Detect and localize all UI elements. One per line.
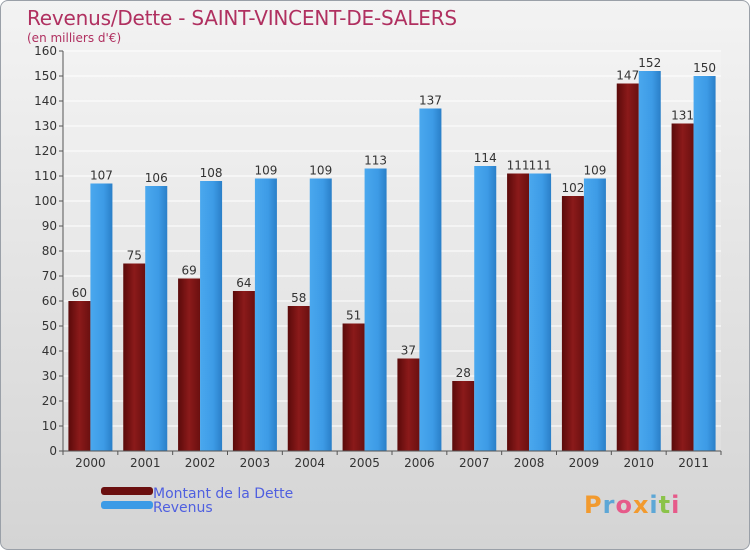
y-tick-label: 60	[42, 294, 57, 308]
data-label: 108	[200, 166, 223, 180]
x-tick-label: 2003	[240, 456, 271, 470]
data-label: 113	[364, 154, 387, 168]
proxiti-logo: Proxiti	[584, 491, 681, 519]
data-label: 102	[561, 181, 584, 195]
data-label: 109	[254, 164, 277, 178]
data-label: 75	[127, 249, 142, 263]
bar-dette	[68, 301, 91, 451]
data-label: 64	[236, 276, 251, 290]
y-tick-label: 30	[42, 369, 57, 383]
chart-subtitle: (en milliers d'€)	[27, 31, 122, 45]
data-label: 60	[72, 286, 87, 300]
bar-revenus	[583, 178, 606, 451]
bar-revenus	[638, 71, 661, 451]
y-tick-label: 0	[49, 444, 57, 458]
x-tick-label: 2008	[514, 456, 545, 470]
legend-item-revenus: Revenus	[101, 501, 293, 515]
x-tick-label: 2010	[623, 456, 654, 470]
legend: Montant de la Dette Revenus	[101, 487, 293, 515]
y-tick-label: 40	[42, 344, 57, 358]
bar-revenus	[419, 108, 442, 451]
data-label: 137	[419, 94, 442, 108]
data-label: 109	[309, 164, 332, 178]
y-tick-label: 20	[42, 394, 57, 408]
bar-revenus	[309, 178, 332, 451]
x-tick-label: 2007	[459, 456, 490, 470]
bar-dette	[507, 173, 530, 451]
x-tick-label: 2001	[130, 456, 161, 470]
y-tick-label: 90	[42, 219, 57, 233]
bar-dette	[452, 381, 475, 451]
x-tick-label: 2006	[404, 456, 435, 470]
data-label: 37	[401, 344, 416, 358]
y-tick-label: 10	[42, 419, 57, 433]
y-tick-label: 110	[34, 169, 57, 183]
legend-label-revenus: Revenus	[153, 500, 213, 516]
bar-dette	[232, 291, 255, 451]
data-label: 109	[583, 164, 606, 178]
data-label: 150	[693, 61, 716, 75]
x-tick-label: 2009	[569, 456, 600, 470]
bar-revenus	[364, 168, 387, 451]
legend-swatch-dette	[101, 487, 153, 495]
bar-dette	[123, 263, 146, 451]
x-tick-label: 2000	[75, 456, 106, 470]
bar-dette	[178, 278, 201, 451]
bar-revenus	[254, 178, 277, 451]
data-label: 131	[671, 109, 694, 123]
data-label: 106	[145, 171, 168, 185]
bar-dette	[671, 123, 694, 451]
bar-revenus	[529, 173, 552, 451]
y-tick-label: 130	[34, 119, 57, 133]
chart-title: Revenus/Dette - SAINT-VINCENT-DE-SALERS	[27, 6, 457, 30]
bar-dette	[616, 83, 639, 451]
bar-dette	[342, 323, 365, 451]
bar-revenus	[145, 186, 168, 451]
bar-dette	[561, 196, 584, 451]
data-label: 107	[90, 169, 113, 183]
bar-revenus	[90, 183, 113, 451]
bar-dette	[287, 306, 310, 451]
data-label: 114	[474, 151, 497, 165]
x-tick-label: 2004	[294, 456, 325, 470]
data-label: 152	[638, 56, 661, 70]
bar-dette	[397, 358, 420, 451]
x-tick-label: 2011	[678, 456, 709, 470]
legend-item-dette: Montant de la Dette	[101, 487, 293, 501]
data-label: 147	[616, 69, 639, 83]
y-tick-label: 160	[34, 44, 57, 58]
data-label: 51	[346, 309, 361, 323]
legend-label-dette: Montant de la Dette	[153, 486, 294, 502]
y-tick-label: 100	[34, 194, 57, 208]
y-tick-label: 50	[42, 319, 57, 333]
x-tick-label: 2005	[349, 456, 380, 470]
data-label: 58	[291, 291, 306, 305]
bar-revenus	[693, 76, 716, 451]
bar-revenus	[474, 166, 497, 451]
y-tick-label: 150	[34, 69, 57, 83]
data-label: 111	[507, 159, 530, 173]
data-label: 28	[456, 366, 471, 380]
bar-revenus	[200, 181, 223, 451]
data-label: 69	[181, 264, 196, 278]
y-tick-label: 140	[34, 94, 57, 108]
y-tick-label: 70	[42, 269, 57, 283]
y-tick-label: 120	[34, 144, 57, 158]
y-tick-label: 80	[42, 244, 57, 258]
legend-swatch-revenus	[101, 501, 153, 509]
x-tick-label: 2002	[185, 456, 216, 470]
data-label: 111	[529, 159, 552, 173]
